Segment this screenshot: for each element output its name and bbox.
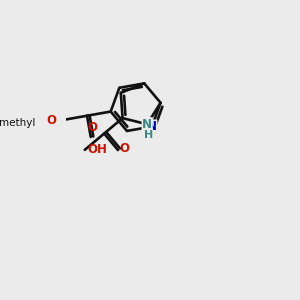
- Text: O: O: [46, 114, 56, 127]
- Text: N: N: [147, 120, 157, 133]
- Text: OH: OH: [87, 143, 107, 156]
- Text: O: O: [119, 142, 129, 155]
- Text: N: N: [142, 118, 152, 131]
- Text: methyl: methyl: [0, 118, 35, 128]
- Text: O: O: [87, 121, 97, 134]
- Text: H: H: [144, 130, 153, 140]
